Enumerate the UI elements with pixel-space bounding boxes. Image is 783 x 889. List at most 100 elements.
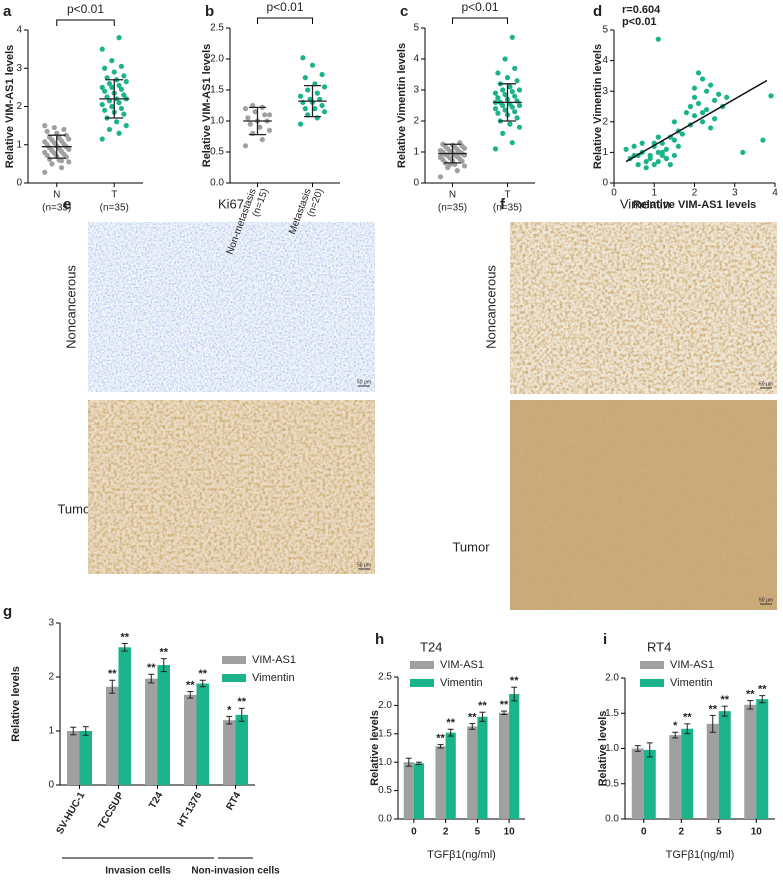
data-point bbox=[500, 130, 506, 136]
ihc-panel-f: f Vimentin Noncancerous Tumor 50 μm 50 μ… bbox=[452, 196, 777, 610]
data-point bbox=[121, 92, 127, 98]
data-point bbox=[643, 165, 649, 171]
bar bbox=[196, 683, 209, 785]
data-point bbox=[724, 94, 730, 100]
significance-label: p<0.01 bbox=[67, 2, 104, 16]
data-point bbox=[712, 97, 718, 103]
panel-letter: g bbox=[3, 603, 12, 620]
x-tick-label: 10 bbox=[751, 827, 763, 838]
x-tick-label: N bbox=[53, 190, 60, 201]
significance-label: * bbox=[673, 720, 678, 732]
x-axis-label: TGFβ1(ng/ml) bbox=[666, 849, 735, 861]
significance-label: ** bbox=[120, 631, 129, 643]
data-point bbox=[699, 76, 706, 82]
data-point bbox=[312, 106, 318, 112]
data-point bbox=[109, 58, 115, 64]
bar bbox=[184, 694, 197, 785]
data-point bbox=[679, 131, 686, 137]
data-point bbox=[63, 132, 69, 138]
legend-label: Vimentin bbox=[440, 677, 483, 689]
significance-label: ** bbox=[478, 700, 487, 712]
data-point bbox=[740, 149, 746, 155]
legend-swatch bbox=[410, 679, 434, 687]
data-point bbox=[266, 112, 273, 118]
data-point bbox=[671, 137, 677, 143]
data-point bbox=[655, 149, 661, 155]
ihc-texture bbox=[88, 400, 375, 574]
x-tick-label: 0 bbox=[611, 188, 617, 199]
data-point bbox=[121, 111, 127, 117]
y-tick-label: 5 bbox=[413, 23, 419, 34]
legend-swatch bbox=[410, 661, 434, 669]
x-tick-label: T bbox=[111, 190, 117, 201]
data-point bbox=[51, 124, 57, 131]
x-axis-label: Relative VIM-AS1 levels bbox=[633, 199, 757, 211]
data-point bbox=[507, 84, 513, 90]
y-tick-label: 2.0 bbox=[378, 700, 392, 711]
bar bbox=[509, 694, 520, 819]
significance-label: ** bbox=[758, 684, 767, 696]
x-tick-label: 4 bbox=[772, 188, 778, 199]
data-point bbox=[66, 159, 72, 165]
significance-bracket bbox=[56, 19, 115, 26]
bar bbox=[718, 711, 731, 819]
y-axis-label: Relative VIM-AS1 levels bbox=[201, 44, 213, 168]
significance-bracket bbox=[452, 17, 508, 24]
data-point bbox=[691, 85, 698, 91]
y-axis-label: Relative Vimentin levels bbox=[592, 44, 604, 169]
data-point bbox=[99, 46, 105, 52]
data-point bbox=[262, 112, 268, 118]
data-point bbox=[635, 162, 641, 168]
y-tick-label: 0 bbox=[413, 178, 419, 189]
y-tick-label: 4 bbox=[413, 54, 419, 65]
scale-bar-label: 50 μm bbox=[759, 597, 773, 603]
significance-label: ** bbox=[436, 732, 445, 744]
data-point bbox=[671, 152, 677, 159]
y-tick-label: 1 bbox=[48, 726, 54, 737]
data-point bbox=[118, 105, 125, 112]
significance-label: ** bbox=[468, 711, 477, 723]
data-point bbox=[106, 80, 113, 87]
bar bbox=[445, 732, 456, 819]
y-axis-label: Relative Vimentin levels bbox=[396, 43, 408, 168]
data-point bbox=[297, 121, 304, 127]
bar bbox=[403, 762, 414, 819]
y-tick-label: 2.0 bbox=[210, 54, 224, 65]
x-tick-label: T24 bbox=[147, 790, 165, 811]
y-tick-label: 1.0 bbox=[210, 116, 224, 127]
y-tick-label: 5 bbox=[602, 25, 608, 36]
y-tick-label: 2 bbox=[602, 116, 608, 127]
row-label: Noncancerous bbox=[483, 265, 498, 349]
x-tick-label: T bbox=[504, 190, 510, 201]
significance-label: ** bbox=[108, 668, 117, 680]
data-point bbox=[643, 158, 649, 165]
data-point bbox=[242, 106, 249, 112]
significance-label: ** bbox=[746, 688, 755, 700]
y-tick-label: 1 bbox=[602, 147, 608, 158]
data-point bbox=[663, 155, 669, 162]
data-point bbox=[302, 106, 308, 112]
data-point bbox=[687, 103, 694, 110]
data-point bbox=[639, 140, 645, 146]
data-point bbox=[302, 75, 308, 81]
significance-label: ** bbox=[708, 703, 717, 715]
data-point bbox=[440, 141, 446, 147]
panel-letter: d bbox=[593, 3, 602, 20]
data-point bbox=[655, 36, 661, 42]
x-tick-label: 2 bbox=[692, 188, 698, 199]
bar bbox=[756, 699, 769, 819]
significance-label: ** bbox=[237, 696, 246, 708]
x-tick-label: 2 bbox=[443, 827, 449, 838]
y-tick-label: 0.0 bbox=[378, 814, 392, 825]
data-point bbox=[492, 90, 499, 96]
data-point bbox=[760, 137, 766, 143]
data-point bbox=[509, 88, 515, 95]
y-tick-label: 1.5 bbox=[605, 708, 619, 719]
data-point bbox=[266, 127, 273, 133]
bar bbox=[235, 714, 248, 785]
y-tick-label: 0.5 bbox=[605, 778, 619, 789]
data-point bbox=[437, 154, 444, 160]
bar bbox=[681, 728, 694, 819]
data-point bbox=[123, 123, 129, 129]
